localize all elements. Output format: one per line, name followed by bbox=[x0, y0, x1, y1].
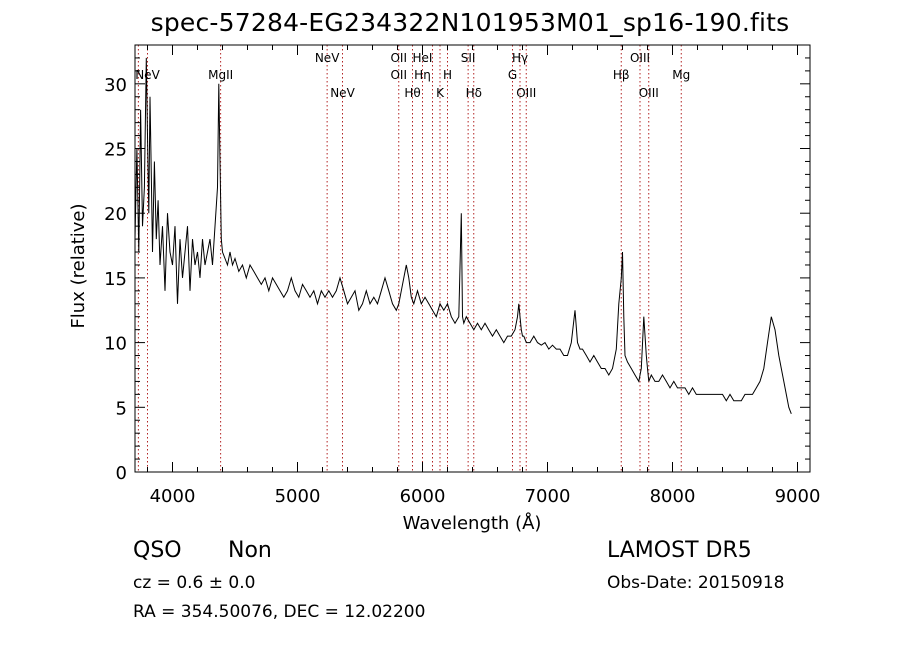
object-subclass: Non bbox=[228, 538, 272, 563]
line-markers bbox=[137, 45, 682, 472]
y-tick-label: 15 bbox=[104, 269, 127, 290]
spectrum-line bbox=[134, 57, 792, 414]
line-marker-label: HeI bbox=[413, 51, 433, 65]
line-marker-label: OIII bbox=[516, 86, 536, 100]
y-tick-label: 30 bbox=[104, 75, 127, 96]
line-marker-label: Mg bbox=[672, 68, 690, 82]
x-tick-label: 5000 bbox=[275, 486, 321, 507]
coordinates-readout: RA = 354.50076, DEC = 12.02200 bbox=[133, 602, 426, 622]
y-tick-label: 10 bbox=[104, 334, 127, 355]
x-tick-label: 9000 bbox=[775, 486, 821, 507]
x-axis-ticks: 4000 5000 6000 7000 8000 9000 bbox=[147, 45, 821, 507]
line-marker-label: NeV bbox=[330, 86, 355, 100]
line-marker-label: SII bbox=[461, 51, 476, 65]
object-class: QSO bbox=[133, 538, 182, 563]
redshift-readout: cz = 0.6 ± 0.0 bbox=[133, 573, 256, 593]
line-marker-label: K bbox=[436, 86, 445, 100]
plot-frame bbox=[134, 44, 811, 473]
line-marker-label: Hθ bbox=[404, 86, 420, 100]
line-marker-label: Hη bbox=[414, 68, 431, 82]
chart-title: spec-57284-EG234322N101953M01_sp16-190.f… bbox=[150, 8, 790, 37]
line-marker-label: MgII bbox=[208, 68, 233, 82]
line-marker-label: NeV bbox=[135, 68, 160, 82]
line-marker-label: NeV bbox=[315, 51, 340, 65]
y-tick-label: 25 bbox=[104, 140, 127, 161]
line-marker-label: OIII bbox=[630, 51, 650, 65]
line-marker-label: G bbox=[508, 68, 517, 82]
x-tick-label: 6000 bbox=[400, 486, 446, 507]
line-marker-label: Hγ bbox=[512, 51, 528, 65]
x-axis-label: Wavelength (Å) bbox=[403, 512, 542, 534]
x-tick-label: 7000 bbox=[525, 486, 571, 507]
x-tick-label: 8000 bbox=[650, 486, 696, 507]
y-axis-ticks: 0 5 10 15 20 25 30 bbox=[104, 44, 810, 484]
line-marker-label: OII bbox=[390, 68, 407, 82]
y-tick-label: 20 bbox=[104, 204, 127, 225]
line-marker-label: Hδ bbox=[466, 86, 482, 100]
y-tick-label: 0 bbox=[116, 463, 127, 484]
line-marker-label: Hβ bbox=[613, 68, 630, 82]
y-axis-label: Flux (relative) bbox=[68, 203, 89, 328]
observation-date: Obs-Date: 20150918 bbox=[607, 573, 785, 593]
line-marker-label: OII bbox=[390, 51, 407, 65]
line-marker-label: OIII bbox=[639, 86, 659, 100]
line-marker-labels: NeV MgII NeV NeV OII OII Hθ HeI Hη KH SII Hδ G Hγ OIII… bbox=[135, 51, 690, 100]
y-tick-label: 5 bbox=[116, 398, 127, 419]
x-tick-label: 4000 bbox=[150, 486, 196, 507]
line-marker-label: H bbox=[443, 68, 452, 82]
survey-name: LAMOST DR5 bbox=[607, 538, 752, 563]
